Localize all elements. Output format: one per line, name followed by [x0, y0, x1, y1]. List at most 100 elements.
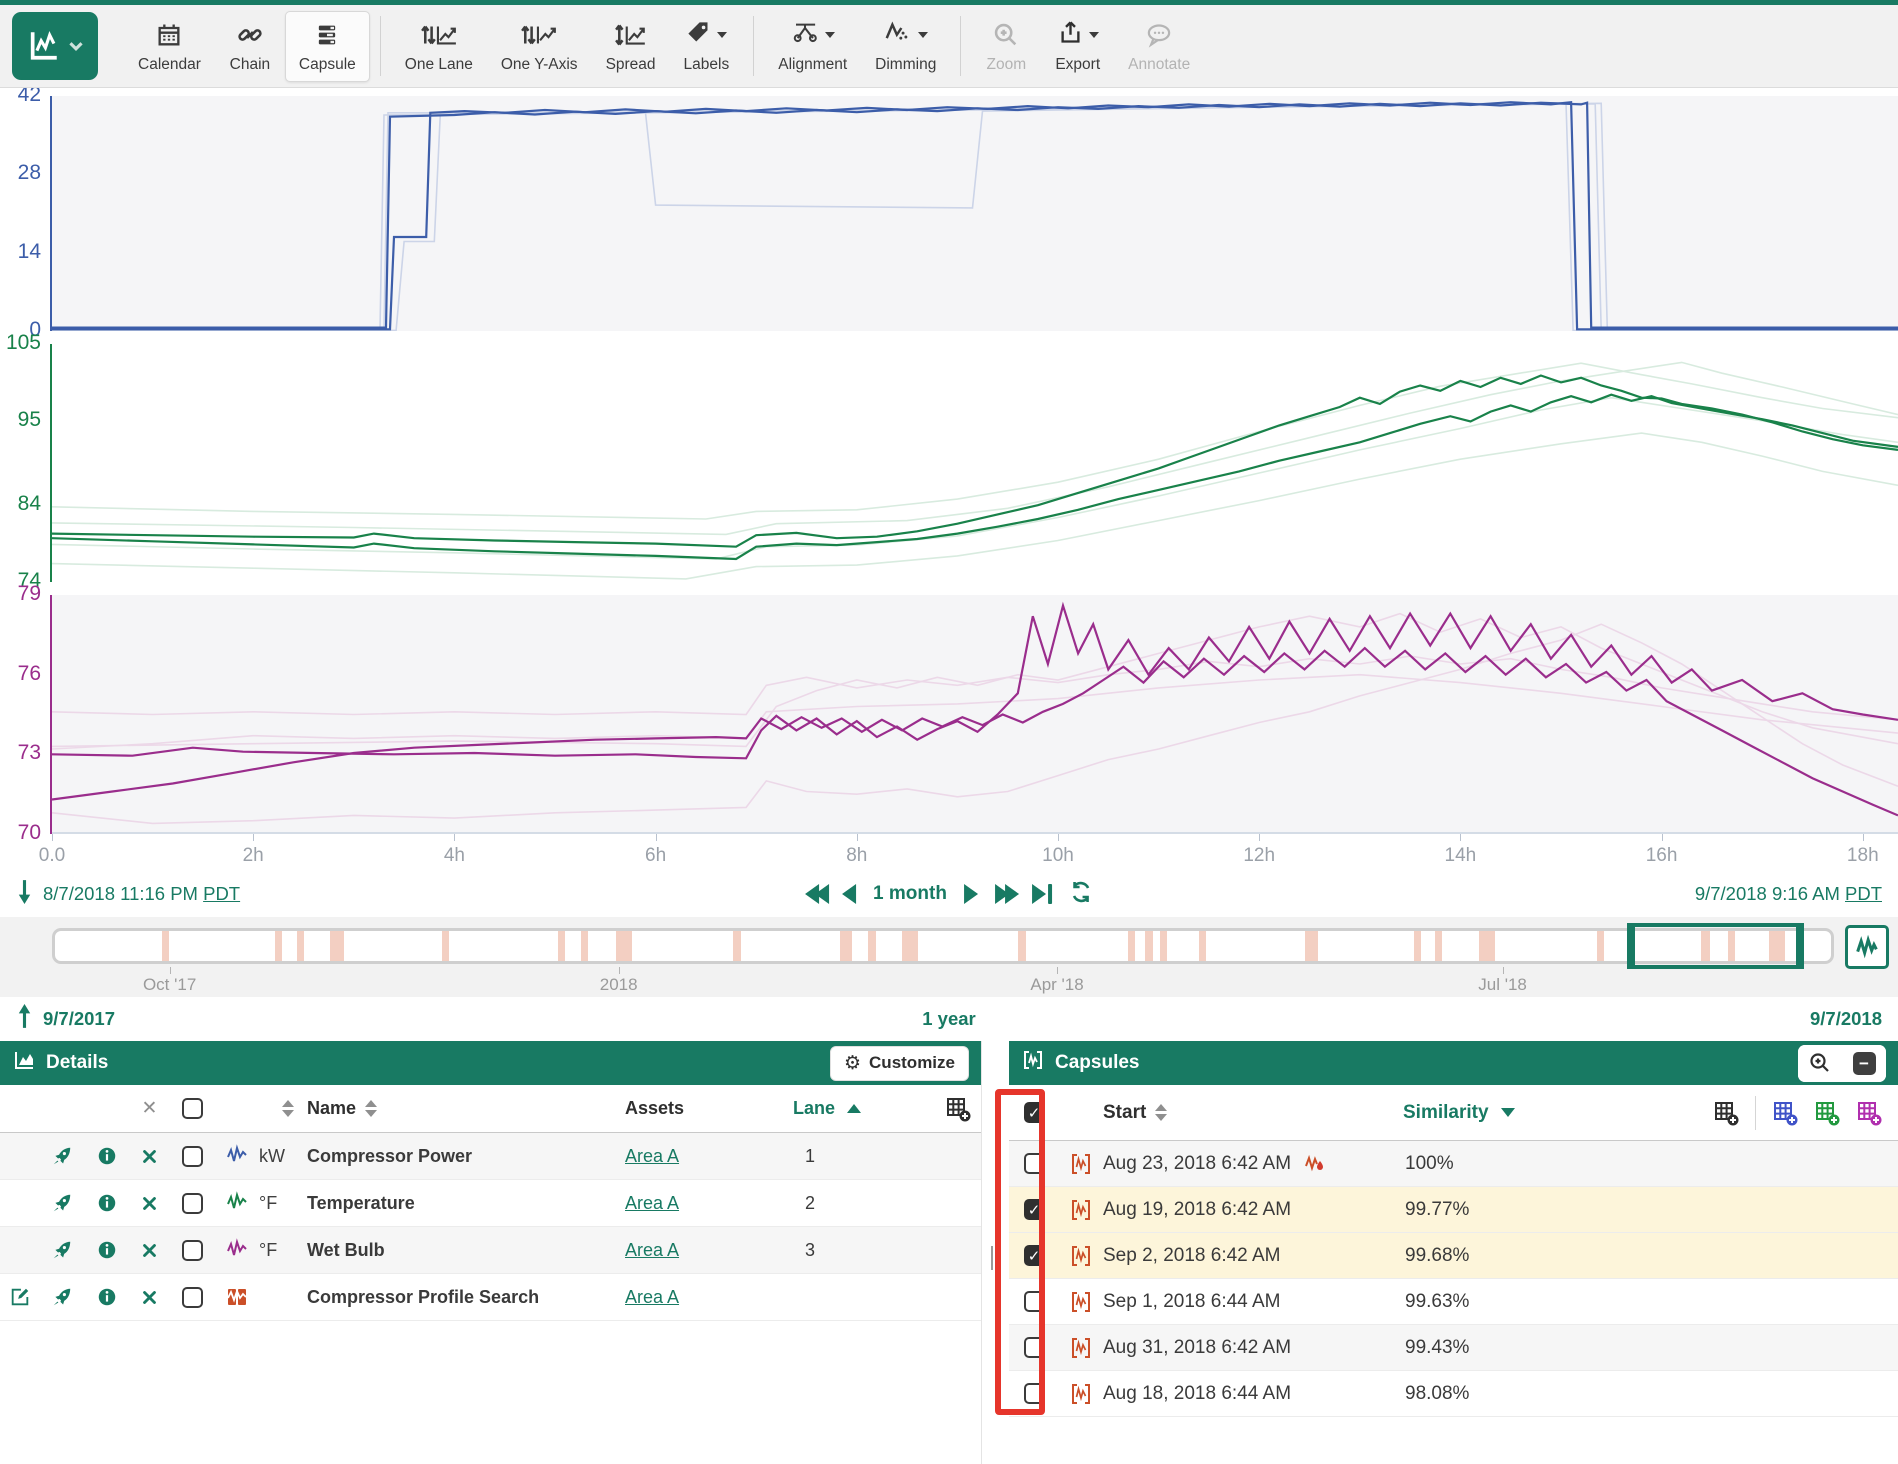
sort-icon[interactable] — [282, 1100, 294, 1117]
sort-icon[interactable] — [365, 1100, 377, 1117]
add-signal-table-green-icon[interactable] — [1814, 1100, 1840, 1126]
toolbar-one-lane[interactable]: One Lane — [391, 11, 487, 82]
caret-down-icon — [918, 32, 928, 38]
details-row-checkbox[interactable] — [182, 1287, 203, 1308]
remove-icon[interactable] — [141, 1148, 158, 1165]
info-icon[interactable] — [96, 1145, 118, 1167]
lane-column-header[interactable]: Lane — [793, 1098, 835, 1119]
capsule-checkbox[interactable] — [1024, 1337, 1045, 1358]
chart-canvas-wet-bulb[interactable] — [52, 595, 1898, 834]
y-axis-compressor-power[interactable]: 4228140 — [0, 96, 52, 331]
capsule-row[interactable]: Aug 18, 2018 6:44 AM98.08% — [1009, 1371, 1898, 1417]
toolbar-labels[interactable]: Labels — [670, 11, 744, 82]
details-row[interactable]: °FWet BulbArea A3 — [0, 1227, 981, 1274]
edit-icon[interactable] — [9, 1286, 31, 1308]
range-end-datetime[interactable]: 9/7/2018 9:16 AM PDT — [1695, 883, 1882, 905]
timezone-link[interactable]: PDT — [203, 883, 240, 904]
remove-icon[interactable] — [141, 1242, 158, 1259]
y-axis-wet-bulb[interactable]: 79767370 — [0, 595, 52, 834]
timeline-scrollbar[interactable] — [52, 928, 1834, 964]
capsule-checkbox[interactable] — [1024, 1291, 1045, 1312]
export-icon — [1057, 19, 1084, 51]
assets-column-header[interactable]: Assets — [625, 1098, 684, 1119]
remove-all-icon[interactable]: ✕ — [142, 1097, 158, 1120]
info-icon[interactable] — [96, 1286, 118, 1308]
asset-link[interactable]: Area A — [625, 1287, 679, 1308]
remove-icon[interactable] — [141, 1195, 158, 1212]
step-to-end-button[interactable] — [1032, 884, 1052, 904]
arrow-up-icon[interactable] — [16, 1003, 33, 1035]
capsule-checkbox[interactable]: ✓ — [1024, 1245, 1045, 1266]
info-icon[interactable] — [96, 1239, 118, 1261]
details-row-checkbox[interactable] — [182, 1146, 203, 1167]
start-column-header[interactable]: Start — [1103, 1102, 1146, 1124]
timeline-capsule-view-button[interactable] — [1845, 925, 1889, 969]
toolbar-calendar[interactable]: Calendar — [124, 11, 215, 82]
step-back-button[interactable] — [842, 884, 856, 904]
remove-icon[interactable] — [141, 1289, 158, 1306]
add-signal-table-magenta-icon[interactable] — [1856, 1100, 1882, 1126]
details-row-checkbox[interactable] — [182, 1240, 203, 1261]
investigate-end-date[interactable]: 9/7/2018 — [1810, 1008, 1882, 1030]
details-row[interactable]: kWCompressor PowerArea A1 — [0, 1133, 981, 1180]
step-back-large-button[interactable] — [805, 884, 825, 904]
capsule-checkbox[interactable] — [1024, 1153, 1045, 1174]
toolbar-chain[interactable]: Chain — [215, 11, 285, 82]
asset-link[interactable]: Area A — [625, 1240, 679, 1261]
details-row[interactable]: Compressor Profile SearchArea A — [0, 1274, 981, 1321]
duration-step-label[interactable]: 1 month — [873, 883, 947, 905]
capsule-row[interactable]: Aug 23, 2018 6:42 AM100% — [1009, 1141, 1898, 1187]
asset-link[interactable]: Area A — [625, 1193, 679, 1214]
select-all-capsules-checkbox[interactable]: ✓ — [1024, 1102, 1045, 1123]
toolbar-export[interactable]: Export — [1041, 11, 1114, 82]
rocket-icon[interactable] — [51, 1192, 73, 1214]
name-column-header[interactable]: Name — [307, 1098, 356, 1119]
unit-label: kW — [259, 1133, 307, 1179]
rocket-icon[interactable] — [51, 1239, 73, 1261]
y-axis-temperature[interactable]: 105958474 — [0, 344, 52, 582]
step-forward-large-button[interactable] — [995, 884, 1015, 904]
sort-icon[interactable] — [1155, 1104, 1167, 1121]
chart-canvas-compressor-power[interactable] — [52, 96, 1898, 331]
capsule-checkbox[interactable]: ✓ — [1024, 1199, 1045, 1220]
asset-link[interactable]: Area A — [625, 1146, 679, 1167]
toolbar-label: Dimming — [875, 56, 936, 74]
details-row[interactable]: °FTemperatureArea A2 — [0, 1180, 981, 1227]
collapse-panel-button[interactable]: − — [1842, 1045, 1886, 1082]
capsule-row[interactable]: Aug 31, 2018 6:42 AM99.43% — [1009, 1325, 1898, 1371]
capsule-row[interactable]: ✓Aug 19, 2018 6:42 AM99.77% — [1009, 1187, 1898, 1233]
similarity-column-header[interactable]: Similarity — [1403, 1102, 1489, 1124]
toolbar-capsule[interactable]: Capsule — [285, 11, 370, 82]
timeline-brush[interactable] — [1627, 923, 1805, 969]
customize-button[interactable]: ⚙ Customize — [830, 1046, 969, 1081]
view-selector-button[interactable] — [12, 12, 98, 80]
toolbar-alignment[interactable]: Alignment — [764, 11, 861, 82]
investigate-duration[interactable]: 1 year — [922, 1008, 976, 1030]
capsule-checkbox[interactable] — [1024, 1383, 1045, 1404]
add-column-icon[interactable] — [1713, 1100, 1739, 1126]
investigate-start-date[interactable]: 9/7/2017 — [43, 1008, 115, 1030]
arrow-down-icon[interactable] — [16, 878, 33, 910]
add-column-icon[interactable] — [945, 1096, 971, 1122]
info-icon[interactable] — [96, 1192, 118, 1214]
details-row-checkbox[interactable] — [182, 1193, 203, 1214]
x-axis[interactable]: 0.02h4h6h8h10h12h14h16h18h — [52, 834, 1898, 871]
step-forward-button[interactable] — [964, 884, 978, 904]
toolbar-spread[interactable]: Spread — [592, 11, 670, 82]
panel-resize-divider[interactable] — [982, 1041, 1009, 1464]
auto-update-icon[interactable] — [1069, 880, 1093, 909]
timezone-link[interactable]: PDT — [1845, 883, 1882, 904]
range-start-datetime[interactable]: 8/7/2018 11:16 PM PDT — [43, 883, 240, 905]
toolbar-dimming[interactable]: Dimming — [861, 11, 950, 82]
zoom-to-capsule-button[interactable] — [1798, 1045, 1842, 1082]
capsule-row[interactable]: Sep 1, 2018 6:44 AM99.63% — [1009, 1279, 1898, 1325]
resize-grip-icon[interactable] — [991, 1246, 1000, 1270]
capsule-row[interactable]: ✓Sep 2, 2018 6:42 AM99.68% — [1009, 1233, 1898, 1279]
add-signal-table-blue-icon[interactable] — [1772, 1100, 1798, 1126]
rocket-icon[interactable] — [51, 1145, 73, 1167]
toolbar-one-y-axis[interactable]: One Y-Axis — [487, 11, 592, 82]
select-all-details-checkbox[interactable] — [182, 1098, 203, 1119]
chart-canvas-temperature[interactable] — [52, 344, 1898, 582]
rocket-icon[interactable] — [51, 1286, 73, 1308]
x-axis-tickmark — [52, 834, 53, 841]
